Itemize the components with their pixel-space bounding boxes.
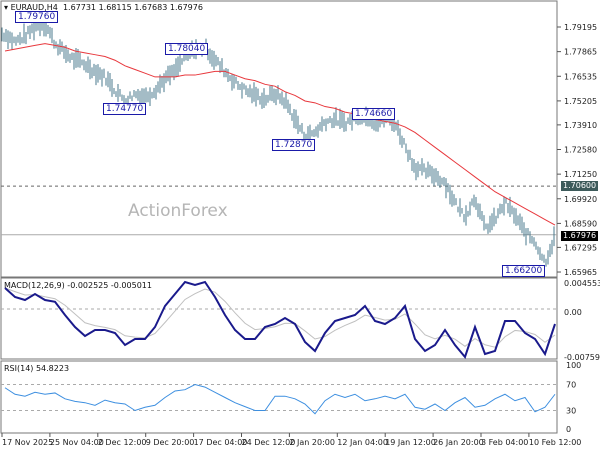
time-label: 10 Feb 12:00 xyxy=(529,438,581,447)
price-tick-label: 1.65965 xyxy=(564,268,597,277)
macd-tick-label: 0.00 xyxy=(564,308,582,317)
price-panel xyxy=(0,0,558,278)
time-label: 19 Jan 12:00 xyxy=(385,438,436,447)
pivot-label: 1.74660 xyxy=(352,108,396,120)
time-label: 17 Nov 2025 xyxy=(2,438,53,447)
symbol: EURAUD,H4 xyxy=(10,3,58,12)
time-label: 25 Nov 04:00 xyxy=(50,438,104,447)
macd-label: MACD(12,26,9) -0.002525 -0.005011 xyxy=(4,281,152,290)
pivot-label: 1.72870 xyxy=(272,139,316,151)
chart-header: ▾ EURAUD,H4 1.67731 1.68115 1.67683 1.67… xyxy=(4,3,203,12)
price-tick-label: 1.71250 xyxy=(564,170,597,179)
resistance-tag: 1.70600 xyxy=(561,181,599,191)
time-label: 2 Jan 20:00 xyxy=(289,438,335,447)
pivot-label: 1.74770 xyxy=(103,103,147,115)
price-tick-label: 1.77865 xyxy=(564,48,597,57)
price-tick-label: 1.72580 xyxy=(564,146,597,155)
price-tick-label: 1.67295 xyxy=(564,243,597,252)
macd-panel xyxy=(0,277,558,360)
price-tick-label: 1.79195 xyxy=(564,23,597,32)
low-value: 1.67683 xyxy=(134,3,168,12)
rsi-tick-label: 30 xyxy=(566,407,576,416)
macd-signal-line xyxy=(4,287,556,348)
pivot-label: 1.79760 xyxy=(15,11,59,23)
price-tick-label: 1.68590 xyxy=(564,219,597,228)
macd-tick-label: 0.004553 xyxy=(564,279,600,288)
moving-average-line xyxy=(4,43,556,226)
price-tick-label: 1.75205 xyxy=(564,97,597,106)
time-label: 9 Dec 20:00 xyxy=(146,438,195,447)
time-label: 12 Jan 04:00 xyxy=(337,438,388,447)
time-label: 2 Dec 12:00 xyxy=(98,438,147,447)
pivot-label: 1.78040 xyxy=(165,43,209,55)
close-value: 1.67976 xyxy=(169,3,203,12)
price-tick-label: 1.76535 xyxy=(564,72,597,81)
time-label: 24 Dec 12:00 xyxy=(242,438,296,447)
open-value: 1.67731 xyxy=(62,3,97,12)
rsi-tick-label: 0 xyxy=(566,425,571,434)
rsi-line xyxy=(4,383,556,415)
time-label: 17 Dec 04:00 xyxy=(194,438,248,447)
high-value: 1.68115 xyxy=(98,3,132,12)
time-label: 26 Jan 20:00 xyxy=(433,438,484,447)
watermark: ActionForex xyxy=(128,201,228,221)
price-tick-label: 1.73910 xyxy=(564,121,597,130)
macd-main-line xyxy=(4,280,556,360)
rsi-panel xyxy=(0,360,558,434)
time-label: 3 Feb 04:00 xyxy=(481,438,528,447)
rsi-tick-label: 100 xyxy=(566,361,581,370)
price-tick-label: 1.69920 xyxy=(564,195,597,204)
pivot-label: 1.66200 xyxy=(502,265,546,277)
rsi-label: RSI(14) 54.8223 xyxy=(4,364,70,373)
rsi-tick-label: 70 xyxy=(566,381,576,390)
macd-tick-label: -0.007593 xyxy=(564,353,600,362)
current-price-tag: 1.67976 xyxy=(561,231,599,241)
